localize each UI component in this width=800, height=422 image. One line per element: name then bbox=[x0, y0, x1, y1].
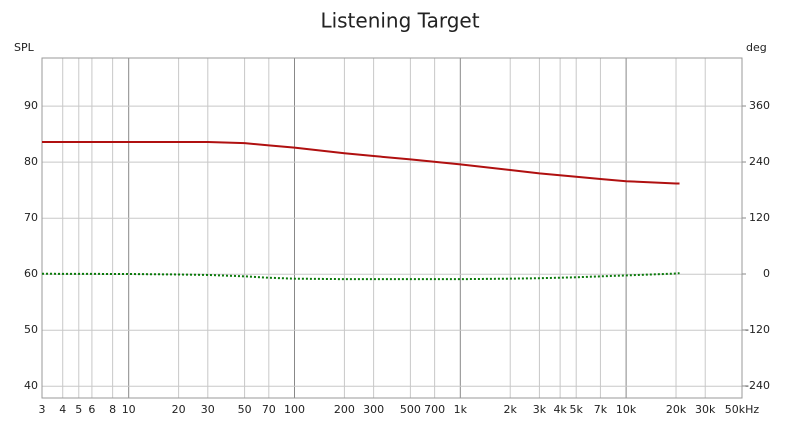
x-tick-label: 3k bbox=[533, 403, 547, 416]
y2-tick-label: 240 bbox=[749, 155, 770, 168]
series-line bbox=[42, 141, 680, 185]
x-tick-label: 50kHz bbox=[725, 403, 760, 416]
x-tick-label: 50 bbox=[238, 403, 252, 416]
y2-tick-label: -120 bbox=[745, 323, 770, 336]
x-tick-label: 10k bbox=[616, 403, 637, 416]
x-tick-label: 10 bbox=[122, 403, 136, 416]
y-tick-label: 80 bbox=[24, 155, 38, 168]
y2-tick-label: 120 bbox=[749, 211, 770, 224]
x-tick-label: 200 bbox=[334, 403, 355, 416]
plot-border bbox=[41, 57, 743, 399]
x-tick-label: 70 bbox=[262, 403, 276, 416]
y-tick-label: 90 bbox=[24, 99, 38, 112]
x-tick-label: 6 bbox=[88, 403, 95, 416]
x-tick-label: 2k bbox=[504, 403, 518, 416]
x-tick-label: 5 bbox=[75, 403, 82, 416]
y-tick-label: 70 bbox=[24, 211, 38, 224]
x-tick-label: 30k bbox=[695, 403, 716, 416]
x-tick-label: 8 bbox=[109, 403, 116, 416]
x-tick-label: 100 bbox=[284, 403, 305, 416]
x-tick-label: 4 bbox=[59, 403, 66, 416]
x-tick-label: 4k bbox=[553, 403, 567, 416]
series-line bbox=[41, 272, 680, 281]
x-tick-label: 300 bbox=[363, 403, 384, 416]
x-tick-label: 3 bbox=[39, 403, 46, 416]
y-tick-label: 50 bbox=[24, 323, 38, 336]
x-tick-label: 1k bbox=[454, 403, 468, 416]
y2-tick-label: 360 bbox=[749, 99, 770, 112]
x-tick-label: 20k bbox=[666, 403, 687, 416]
y-tick-label: 60 bbox=[24, 267, 38, 280]
x-tick-label: 5k bbox=[570, 403, 584, 416]
y2-tick-label: -240 bbox=[745, 379, 770, 392]
y-tick-label: 40 bbox=[24, 379, 38, 392]
chart-title: Listening Target bbox=[320, 9, 479, 33]
x-tick-label: 30 bbox=[201, 403, 215, 416]
x-tick-label: 20 bbox=[172, 403, 186, 416]
x-tick-label: 500 bbox=[400, 403, 421, 416]
y2-axis-label: deg bbox=[746, 41, 767, 54]
x-tick-label: 7k bbox=[594, 403, 608, 416]
y2-tick-label: 0 bbox=[763, 267, 770, 280]
x-tick-label: 700 bbox=[424, 403, 445, 416]
y-axis-label: SPL bbox=[14, 41, 35, 54]
